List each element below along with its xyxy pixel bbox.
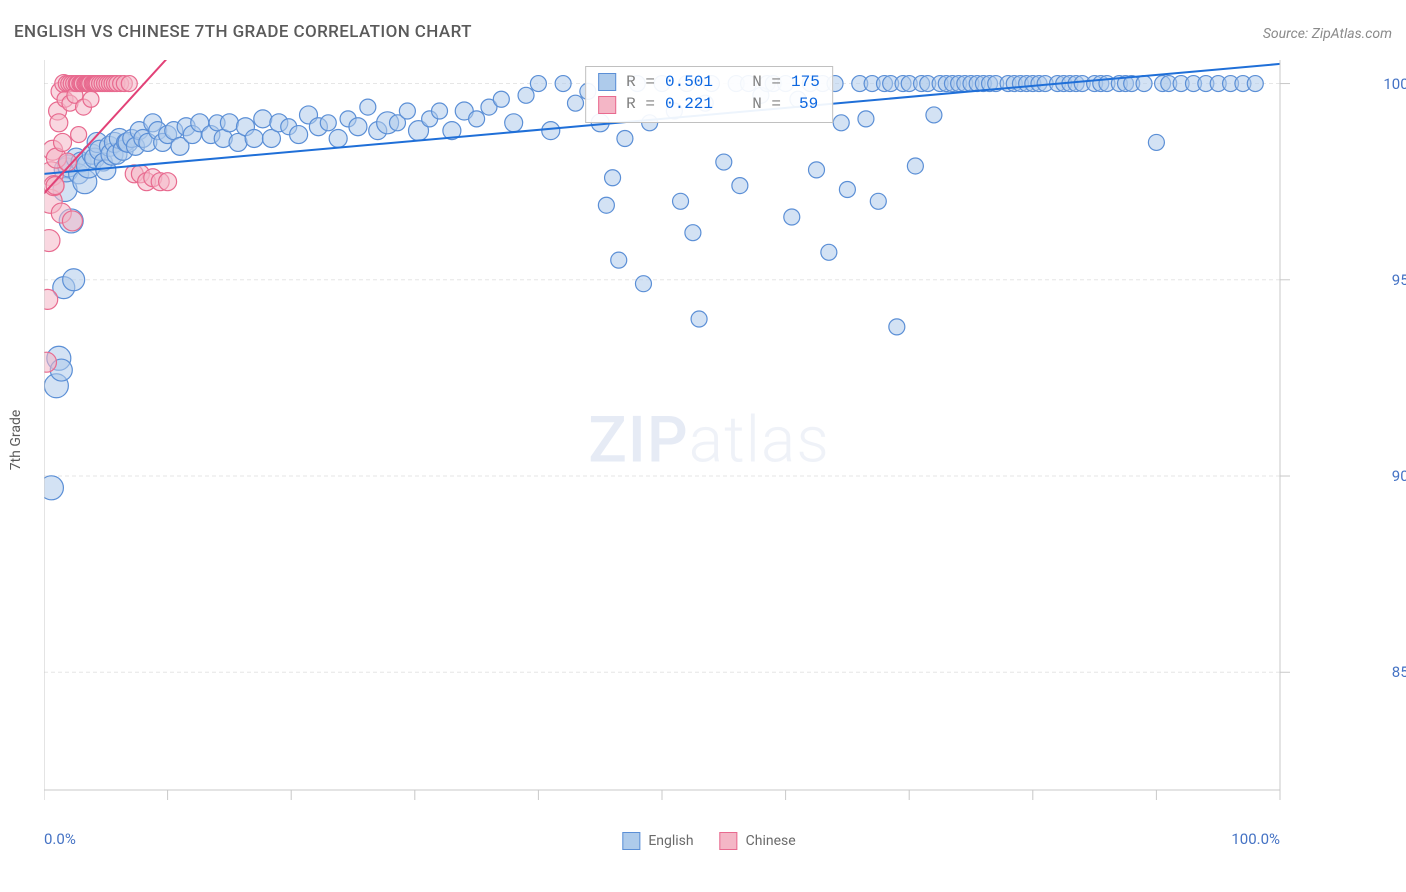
legend-item-english: English [622, 832, 693, 850]
y-tick-label: 85.0% [1392, 663, 1406, 681]
scatter-plot [44, 60, 1374, 820]
stats-r-label: R = [626, 93, 655, 115]
stats-n-chinese: 59 [791, 93, 818, 115]
legend-label-chinese: Chinese [746, 833, 796, 849]
legend-label-english: English [648, 833, 693, 849]
stats-n-english: 175 [791, 71, 820, 93]
y-tick-label: 95.0% [1392, 271, 1406, 289]
stats-legend-box: R = 0.501 N = 175 R = 0.221 N = 59 [585, 66, 833, 123]
legend-swatch-chinese [720, 832, 738, 850]
chart-area: 7th Grade ZIPatlas R = 0.501 N = 175 R =… [44, 60, 1374, 820]
stats-swatch-chinese [598, 96, 616, 114]
source-name: ZipAtlas.com [1312, 26, 1392, 42]
series-legend: English Chinese [622, 832, 795, 850]
stats-r-chinese: 0.221 [665, 93, 713, 115]
stats-n-label: N = [752, 71, 781, 93]
stats-r-label: R = [626, 71, 655, 93]
y-axis-label: 7th Grade [8, 410, 24, 471]
y-tick-label: 90.0% [1392, 467, 1406, 485]
source-attribution: Source: ZipAtlas.com [1263, 23, 1392, 42]
x-tick-label: 0.0% [44, 830, 76, 848]
stats-r-english: 0.501 [665, 71, 713, 93]
chart-title: ENGLISH VS CHINESE 7TH GRADE CORRELATION… [14, 22, 472, 42]
legend-item-chinese: Chinese [720, 832, 796, 850]
stats-row-english: R = 0.501 N = 175 [598, 71, 820, 93]
stats-row-chinese: R = 0.221 N = 59 [598, 93, 820, 115]
source-prefix: Source: [1263, 26, 1312, 42]
x-tick-label: 100.0% [1231, 830, 1280, 848]
stats-n-label: N = [752, 93, 781, 115]
legend-swatch-english [622, 832, 640, 850]
stats-swatch-english [598, 73, 616, 91]
y-tick-label: 100.0% [1383, 75, 1406, 93]
